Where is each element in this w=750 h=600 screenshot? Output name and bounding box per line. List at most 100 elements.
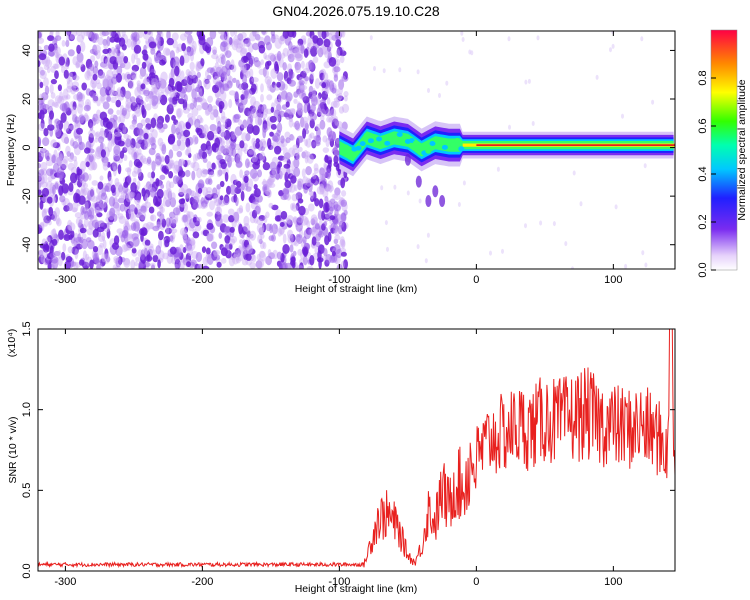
noise-speckle: [83, 217, 89, 228]
noise-speckle: [124, 71, 132, 83]
noise-speckle: [160, 183, 165, 189]
noise-speckle: [171, 32, 179, 41]
noise-speckle: [168, 160, 174, 169]
noise-speckle: [326, 97, 331, 105]
ridge-tail-blob: [432, 185, 439, 198]
x-tick-label: 100: [604, 576, 622, 588]
noise-speckle: [145, 123, 152, 130]
noise-speckle: [109, 36, 116, 43]
noise-speckle: [140, 249, 145, 261]
noise-speckle: [297, 180, 302, 191]
noise-speckle: [62, 243, 67, 253]
noise-speckle: [287, 109, 294, 115]
noise-speckle: [187, 152, 192, 159]
noise-speckle: [230, 140, 237, 150]
noise-speckle: [107, 170, 112, 182]
noise-speckle: [99, 127, 105, 137]
noise-speckle: [215, 55, 220, 64]
noise-speckle: [288, 118, 294, 128]
ridge-blob: [347, 154, 354, 160]
noise-speckle: [268, 52, 275, 60]
noise-speckle: [333, 97, 342, 103]
noise-speckle: [130, 101, 138, 112]
noise-speckle: [311, 141, 316, 148]
noise-speckle: [182, 107, 190, 114]
noise-speckle: [123, 258, 131, 268]
noise-speckle: [241, 259, 249, 266]
noise-speckle: [238, 102, 244, 113]
noise-speckle: [172, 218, 177, 228]
noise-speckle: [109, 31, 113, 37]
noise-speckle: [38, 150, 45, 161]
noise-speckle: [182, 232, 188, 243]
noise-speckle: [282, 187, 290, 195]
noise-speckle: [269, 131, 274, 137]
noise-speckle: [268, 202, 274, 209]
noise-speckle: [110, 184, 116, 194]
noise-speckle: [164, 239, 170, 248]
noise-speckle: [114, 182, 122, 188]
noise-speckle: [134, 106, 142, 117]
noise-speckle: [274, 173, 281, 180]
noise-speckle: [276, 50, 282, 62]
noise-speckle: [69, 261, 77, 267]
noise-speckle: [114, 177, 120, 187]
snr-x-axis: -300 -200 -100 0 100: [54, 329, 623, 588]
ridge-blob: [355, 145, 362, 151]
noise-speckle: [228, 90, 236, 96]
noise-speckle: [268, 182, 276, 188]
noise-speckle: [178, 158, 183, 170]
noise-speckle: [61, 158, 68, 169]
noise-speckle: [564, 241, 568, 247]
noise-speckle: [38, 37, 45, 44]
noise-speckle: [185, 243, 193, 252]
noise-speckle: [461, 37, 465, 42]
y-tick-label: 1.0: [21, 402, 33, 417]
noise-speckle: [196, 71, 201, 78]
noise-speckle: [220, 161, 227, 170]
noise-speckle: [303, 103, 308, 114]
noise-speckle: [162, 197, 167, 207]
noise-speckle: [237, 119, 243, 126]
noise-speckle: [231, 131, 236, 140]
noise-speckle: [54, 63, 60, 69]
noise-speckle: [168, 181, 175, 189]
noise-speckle: [309, 132, 315, 139]
noise-speckle: [187, 112, 193, 120]
noise-speckle: [57, 250, 62, 259]
noise-speckle: [185, 137, 191, 148]
noise-speckle: [76, 60, 84, 68]
noise-speckle: [59, 177, 66, 185]
noise-speckle: [234, 91, 239, 103]
noise-speckle: [295, 55, 303, 62]
noise-speckle: [225, 60, 231, 71]
noise-speckle: [416, 244, 420, 250]
noise-speckle: [215, 216, 223, 228]
noise-speckle: [130, 39, 135, 51]
noise-speckle: [174, 65, 180, 77]
noise-speckle: [302, 176, 309, 185]
noise-speckle: [195, 78, 201, 85]
noise-speckle: [105, 256, 111, 263]
noise-speckle: [179, 227, 187, 236]
noise-speckle: [115, 89, 123, 97]
noise-speckle: [217, 120, 222, 131]
noise-speckle: [334, 234, 341, 241]
noise-speckle: [336, 59, 341, 66]
noise-speckle: [235, 99, 240, 106]
noise-speckle: [159, 213, 165, 222]
noise-speckle: [217, 169, 223, 176]
noise-speckle: [301, 168, 306, 178]
noise-speckle: [108, 176, 113, 187]
noise-speckle: [315, 241, 321, 248]
noise-speckle: [327, 185, 334, 192]
noise-speckle: [202, 124, 209, 135]
noise-speckle: [187, 74, 194, 86]
noise-speckle: [292, 144, 299, 150]
noise-speckle: [322, 72, 329, 82]
noise-speckle: [238, 223, 243, 235]
noise-speckle: [195, 61, 200, 73]
noise-speckle: [197, 33, 206, 41]
noise-speckle: [227, 157, 233, 168]
noise-speckle: [333, 100, 340, 109]
